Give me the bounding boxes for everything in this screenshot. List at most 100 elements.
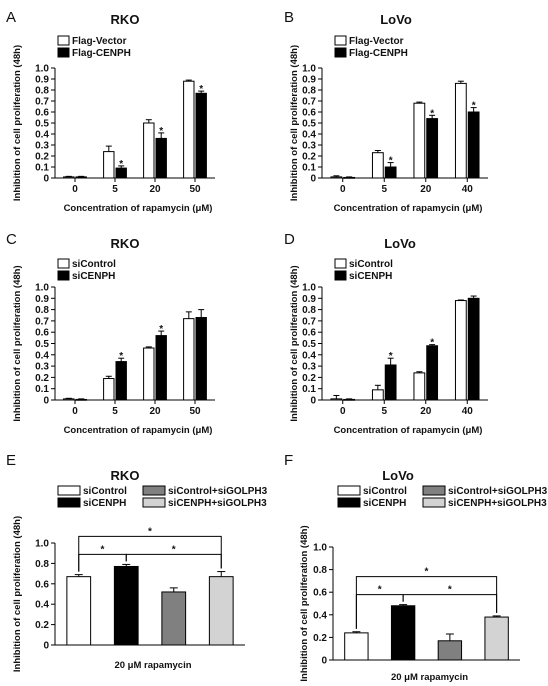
x-tick-label: 40 (462, 184, 474, 195)
x-tick-label: 5 (381, 406, 387, 417)
legend-swatch (57, 35, 70, 46)
y-tick-label: 0.9 (35, 294, 49, 305)
significance-bracket (78, 535, 222, 572)
y-tick-label: 0.8 (35, 86, 49, 97)
y-tick-label: 0 (43, 174, 49, 185)
y-tick-label: 0.8 (302, 305, 316, 316)
x-tick-label: 50 (189, 406, 201, 417)
bar-flag-vector-5 (103, 151, 115, 179)
y-tick-label: 1.0 (302, 64, 316, 75)
y-axis-label: Inhibition of cell proliferation (48h) (289, 45, 300, 201)
bar-sicenph-5 (115, 361, 127, 401)
significance-marker: * (148, 526, 152, 537)
y-tick-label: 0.8 (313, 565, 327, 576)
legend-label: Flag-CENPH (72, 48, 131, 59)
legend-swatch (337, 497, 361, 508)
significance-marker: * (159, 126, 163, 137)
x-axis-label: Concentration of rapamycin (μM) (334, 203, 483, 214)
legend-label: siCENPH (72, 271, 115, 282)
panel-label: A (6, 9, 16, 26)
y-tick-label: 0.1 (302, 384, 316, 395)
significance-marker: * (430, 108, 434, 119)
chart-title: RKO (111, 12, 140, 27)
chart-title: LoVo (384, 236, 416, 251)
significance-marker: * (472, 101, 476, 112)
significance-marker: * (425, 567, 429, 578)
legend-label: siCENPH+siGOLPH3 (168, 498, 267, 509)
significance-marker: * (378, 585, 382, 596)
bar-sicenph (390, 605, 416, 661)
bar-sicontrol-20 (413, 372, 426, 401)
y-tick-label: 0.9 (35, 75, 49, 86)
bar-flag-cenph-0 (343, 176, 356, 179)
legend-label: siCENPH (83, 498, 126, 509)
y-tick-label: 0 (321, 656, 327, 667)
x-tick-label: 20 (149, 406, 161, 417)
x-axis-label: Concentration of rapamycin (μM) (64, 425, 213, 436)
y-tick-label: 1.0 (302, 283, 316, 294)
bar-sicontrol (66, 576, 92, 646)
y-tick-label: 0.7 (302, 316, 316, 327)
chart-title: RKO (111, 468, 140, 483)
y-tick-label: 0.8 (302, 86, 316, 97)
significance-marker: * (448, 585, 452, 596)
legend-swatch (142, 497, 166, 508)
y-tick-label: 0.2 (313, 633, 327, 644)
panel-a: A RKO00.10.20.30.40.50.60.70.80.91.0Inhib… (6, 9, 215, 214)
y-tick-label: 0.6 (35, 579, 49, 590)
y-tick-label: 0.9 (302, 294, 316, 305)
bar-sicenph-20 (155, 335, 167, 401)
bar-flag-cenph-40 (467, 111, 480, 179)
y-tick-label: 0.5 (35, 119, 49, 130)
y-tick-label: 0.7 (35, 97, 49, 108)
x-tick-label: 20 (149, 184, 161, 195)
legend-swatch (57, 270, 70, 281)
y-tick-label: 0.3 (35, 141, 49, 152)
y-tick-label: 0.3 (302, 362, 316, 373)
y-tick-label: 0 (43, 641, 49, 652)
panel-label: F (284, 452, 293, 469)
x-tick-label: 5 (381, 184, 387, 195)
y-tick-label: 0.2 (35, 373, 49, 384)
y-tick-label: 1.0 (35, 283, 49, 294)
legend-swatch (142, 485, 166, 496)
bar-sicontrol-5 (103, 378, 115, 401)
legend-label: siControl (363, 486, 407, 497)
significance-marker: * (430, 338, 434, 349)
x-axis-label: Concentration of rapamycin (μM) (334, 425, 483, 436)
bar-sicontrol-5 (371, 389, 384, 401)
bar-sicontrol-40 (454, 300, 467, 401)
legend-swatch (422, 497, 446, 508)
x-tick-label: 0 (72, 184, 78, 195)
legend-label: siControl+siGOLPH3 (448, 486, 548, 497)
legend-label: Flag-Vector (72, 36, 127, 47)
y-tick-label: 0 (310, 396, 316, 407)
y-tick-label: 0.6 (302, 328, 316, 339)
y-tick-label: 0.4 (302, 350, 316, 361)
legend-label: siControl (349, 259, 393, 270)
bar-flag-vector-40 (454, 82, 467, 179)
y-tick-label: 0.3 (302, 141, 316, 152)
y-axis-label: Inhibition of cell proliferation (48h) (12, 45, 23, 201)
y-tick-label: 0 (43, 396, 49, 407)
bar-flag-cenph-20 (155, 137, 167, 179)
panel-e: E RKO 0 0.2 0.4 0.6 0.8 1.0 Inhibition of cell p… (6, 452, 268, 672)
legend-swatch (334, 47, 347, 58)
y-tick-label: 0.1 (35, 163, 49, 174)
legend-label: siControl (83, 486, 127, 497)
significance-marker: * (199, 84, 203, 95)
y-tick-label: 0.4 (302, 130, 316, 141)
y-tick-label: 0.8 (35, 305, 49, 316)
bar-flag-cenph-50 (195, 92, 207, 179)
panel-label: B (284, 9, 294, 26)
legend-swatch (337, 485, 361, 496)
y-tick-label: 0.4 (35, 130, 49, 141)
significance-marker: * (119, 351, 123, 362)
panel-label: C (6, 231, 17, 248)
bar-flag-vector-0 (63, 176, 75, 179)
chart-title: LoVo (382, 468, 414, 483)
chart-title: LoVo (380, 12, 412, 27)
y-axis-label: Inhibition of cell proliferation (48h) (12, 265, 23, 421)
y-tick-label: 0.6 (313, 588, 327, 599)
bar-flag-vector-20 (143, 122, 155, 179)
